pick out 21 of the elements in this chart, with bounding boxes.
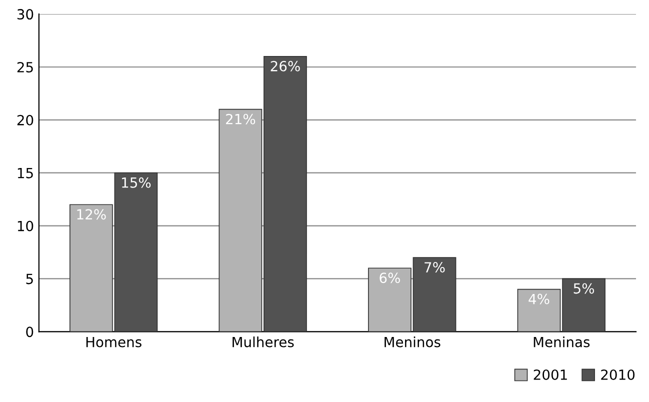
y-tick-label: 15 bbox=[18, 168, 33, 178]
data-label: 7% bbox=[424, 262, 445, 273]
y-tick-label: 5 bbox=[26, 274, 33, 284]
data-label: 4% bbox=[528, 294, 550, 304]
x-tick-label: Meninas bbox=[534, 336, 590, 348]
y-tick-label: 25 bbox=[17, 62, 33, 72]
y-tick-label: 10 bbox=[18, 220, 34, 232]
y-tick-label: 20 bbox=[17, 114, 34, 126]
y-tick-label: 0 bbox=[26, 326, 34, 338]
data-label: 12% bbox=[77, 209, 106, 220]
data-label: 21% bbox=[226, 114, 256, 124]
data-label: 6% bbox=[380, 272, 400, 284]
data-label: 5% bbox=[574, 283, 594, 294]
x-tick-label: Mulheres bbox=[232, 336, 294, 348]
x-tick-label: Homens bbox=[86, 336, 142, 348]
legend-label: 2010 bbox=[601, 369, 635, 380]
x-tick-label: Meninos bbox=[384, 336, 440, 348]
y-tick-label: 30 bbox=[17, 9, 34, 20]
data-label: 26% bbox=[270, 60, 300, 72]
data-label: 15% bbox=[122, 177, 151, 188]
legend-label: 2001 bbox=[534, 369, 567, 380]
